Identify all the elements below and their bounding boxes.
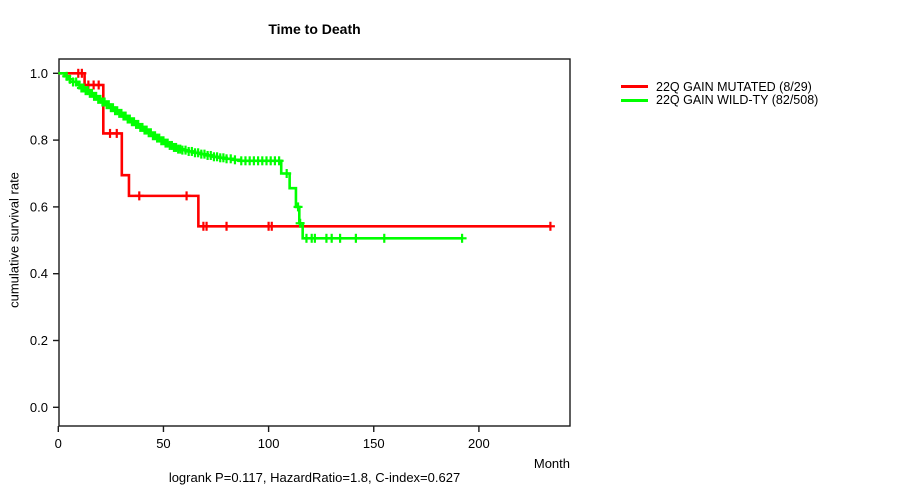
survival-curve-1 bbox=[58, 71, 467, 243]
y-axis-label: cumulative survival rate bbox=[6, 172, 22, 308]
y-axis-ticks: 0.0 0.2 0.4 0.6 0.8 1.0 bbox=[30, 66, 59, 415]
survival-curve-0 bbox=[58, 68, 555, 231]
x-axis-ticks: 0 50 100 150 200 bbox=[55, 426, 490, 451]
svg-text:0.8: 0.8 bbox=[30, 133, 48, 148]
svg-text:150: 150 bbox=[363, 436, 385, 451]
legend: 22Q GAIN MUTATED (8/29) 22Q GAIN WILD-TY… bbox=[621, 80, 818, 107]
legend-label: 22Q GAIN WILD-TY (82/508) bbox=[656, 93, 819, 108]
svg-text:50: 50 bbox=[156, 436, 170, 451]
svg-text:0.2: 0.2 bbox=[30, 333, 48, 348]
x-axis-label: Month bbox=[533, 456, 570, 471]
stats-annotation: logrank P=0.117, HazardRatio=1.8, C-inde… bbox=[168, 470, 461, 485]
legend-item-mutated: 22Q GAIN MUTATED (8/29) bbox=[621, 80, 818, 94]
legend-label: 22Q GAIN MUTATED (8/29) bbox=[656, 79, 812, 94]
svg-text:0.0: 0.0 bbox=[30, 400, 48, 415]
plot-border bbox=[58, 58, 571, 427]
svg-text:0.6: 0.6 bbox=[30, 199, 48, 214]
svg-text:1.0: 1.0 bbox=[30, 66, 48, 81]
legend-line-swatch bbox=[621, 85, 648, 89]
svg-text:100: 100 bbox=[258, 436, 280, 451]
svg-text:0.4: 0.4 bbox=[30, 266, 48, 281]
censor-marks bbox=[62, 71, 467, 243]
chart-title: Time to Death bbox=[268, 21, 361, 37]
legend-line-swatch bbox=[621, 98, 648, 102]
censor-marks bbox=[73, 68, 555, 231]
legend-item-wildtype: 22Q GAIN WILD-TY (82/508) bbox=[621, 93, 819, 108]
svg-text:0: 0 bbox=[55, 436, 62, 451]
km-step-line bbox=[58, 72, 463, 240]
km-step-line bbox=[58, 72, 551, 228]
svg-text:200: 200 bbox=[468, 436, 490, 451]
